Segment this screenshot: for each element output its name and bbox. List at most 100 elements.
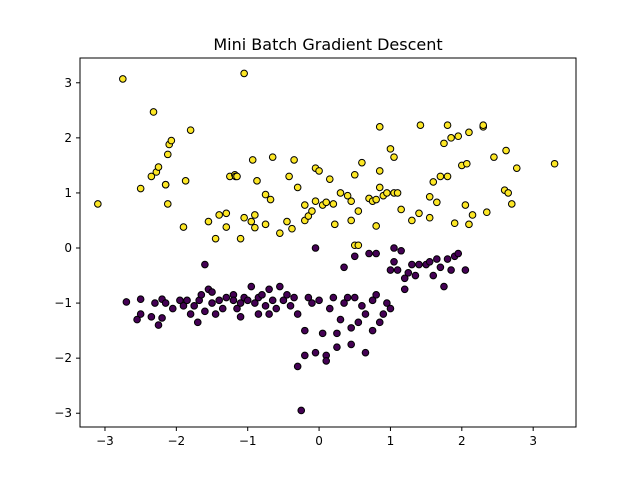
scatter-point-class-0 bbox=[372, 249, 380, 258]
scatter-point-class-0 bbox=[154, 321, 163, 329]
scatter-point-class-0 bbox=[261, 302, 270, 310]
scatter-point-class-1 bbox=[354, 207, 363, 215]
scatter-point-class-1 bbox=[354, 241, 363, 250]
scatter-point-class-1 bbox=[186, 126, 195, 134]
scatter-point-class-0 bbox=[429, 271, 438, 280]
scatter-point-class-0 bbox=[258, 291, 266, 299]
scatter-point-class-1 bbox=[350, 170, 359, 179]
scatter-point-class-0 bbox=[308, 299, 316, 307]
scatter-point-class-1 bbox=[358, 158, 366, 167]
y-axis: −3 −2 −1 0 1 2 3 bbox=[54, 76, 80, 420]
scatter-point-class-1 bbox=[390, 153, 398, 161]
scatter-point-class-0 bbox=[265, 285, 273, 294]
scatter-point-class-0 bbox=[386, 266, 395, 274]
scatter-point-class-1 bbox=[261, 190, 270, 199]
scatter-point-class-1 bbox=[436, 172, 445, 181]
scatter-point-class-0 bbox=[311, 348, 320, 357]
scatter-point-class-0 bbox=[147, 313, 156, 321]
scatter-point-class-1 bbox=[266, 195, 275, 204]
scatter-point-class-1 bbox=[322, 198, 331, 207]
scatter-point-class-0 bbox=[176, 296, 184, 305]
scatter-point-class-1 bbox=[136, 184, 145, 193]
scatter-point-class-1 bbox=[450, 219, 459, 228]
x-tick-label: −3 bbox=[96, 434, 114, 448]
scatter-point-class-0 bbox=[215, 296, 223, 305]
scatter-point-class-0 bbox=[201, 307, 209, 316]
scatter-point-class-1 bbox=[383, 189, 391, 197]
scatter-point-class-0 bbox=[122, 298, 131, 306]
scatter-point-class-0 bbox=[190, 302, 198, 310]
scatter-point-class-1 bbox=[163, 200, 172, 208]
scatter-point-class-0 bbox=[229, 296, 238, 305]
scatter-point-class-0 bbox=[415, 260, 423, 269]
scatter-point-class-0 bbox=[236, 299, 245, 307]
scatter-point-class-1 bbox=[268, 153, 277, 161]
axes-frame bbox=[79, 57, 577, 428]
scatter-point-class-0 bbox=[318, 329, 327, 338]
scatter-point-class-0 bbox=[354, 318, 363, 327]
scatter-point-class-0 bbox=[208, 288, 216, 296]
scatter-point-class-0 bbox=[151, 299, 159, 307]
scatter-point-class-0 bbox=[315, 296, 323, 305]
scatter-point-class-0 bbox=[218, 304, 227, 313]
scatter-point-class-1 bbox=[425, 192, 434, 201]
plot-area bbox=[94, 69, 559, 415]
y-tick-label: −3 bbox=[54, 406, 72, 420]
scatter-point-class-1 bbox=[204, 217, 213, 226]
scatter-point-class-0 bbox=[283, 291, 291, 299]
scatter-point-class-0 bbox=[279, 296, 288, 305]
scatter-point-class-0 bbox=[276, 282, 284, 291]
scatter-point-class-0 bbox=[179, 302, 188, 310]
scatter-point-class-0 bbox=[236, 313, 245, 321]
scatter-point-class-1 bbox=[372, 222, 380, 230]
scatter-point-class-0 bbox=[193, 318, 202, 327]
scatter-point-class-0 bbox=[390, 244, 398, 252]
scatter-point-class-1 bbox=[397, 205, 405, 214]
scatter-point-class-1 bbox=[443, 121, 452, 129]
scatter-point-class-0 bbox=[211, 310, 220, 318]
scatter-point-class-0 bbox=[311, 244, 320, 252]
scatter-point-class-1 bbox=[222, 209, 231, 218]
scatter-point-class-1 bbox=[247, 217, 256, 226]
scatter-point-class-1 bbox=[181, 177, 190, 185]
scatter-point-class-0 bbox=[329, 293, 338, 302]
scatter-point-class-1 bbox=[290, 156, 298, 164]
scatter-point-class-0 bbox=[447, 266, 455, 274]
scatter-point-class-0 bbox=[361, 310, 370, 318]
scatter-point-class-1 bbox=[288, 224, 296, 233]
scatter-point-class-1 bbox=[161, 180, 170, 189]
scatter-point-class-0 bbox=[358, 302, 366, 310]
scatter-point-class-1 bbox=[429, 178, 438, 186]
scatter-point-class-0 bbox=[400, 274, 409, 283]
scatter-point-class-1 bbox=[393, 189, 402, 197]
scatter-point-class-0 bbox=[161, 299, 170, 307]
scatter-point-class-0 bbox=[404, 268, 413, 277]
scatter-point-class-1 bbox=[261, 220, 270, 229]
scatter-point-class-1 bbox=[482, 208, 491, 217]
scatter-point-class-0 bbox=[158, 314, 166, 322]
scatter-point-class-0 bbox=[368, 326, 377, 335]
scatter-point-class-1 bbox=[311, 197, 320, 205]
scatter-point-class-0 bbox=[350, 252, 359, 261]
scatter-point-class-1 bbox=[425, 213, 434, 222]
x-tick-label: 0 bbox=[315, 434, 323, 448]
scatter-point-class-0 bbox=[268, 296, 277, 305]
scatter-point-class-1 bbox=[301, 201, 309, 209]
scatter-point-class-0 bbox=[436, 263, 445, 272]
scatter-point-class-1 bbox=[251, 223, 259, 232]
x-axis: −3 −2 −1 0 1 2 3 bbox=[96, 427, 537, 448]
scatter-point-class-0 bbox=[400, 285, 409, 294]
scatter-point-class-1 bbox=[372, 195, 380, 204]
scatter-point-class-1 bbox=[163, 150, 172, 159]
scatter-point-class-0 bbox=[368, 296, 377, 305]
scatter-point-class-0 bbox=[397, 246, 405, 255]
scatter-point-class-1 bbox=[329, 200, 338, 208]
scatter-point-class-1 bbox=[454, 132, 463, 141]
scatter-point-class-0 bbox=[411, 271, 420, 280]
scatter-point-class-0 bbox=[322, 357, 331, 365]
scatter-point-class-0 bbox=[440, 282, 448, 291]
scatter-point-class-0 bbox=[390, 257, 398, 266]
scatter-point-class-1 bbox=[276, 229, 284, 237]
